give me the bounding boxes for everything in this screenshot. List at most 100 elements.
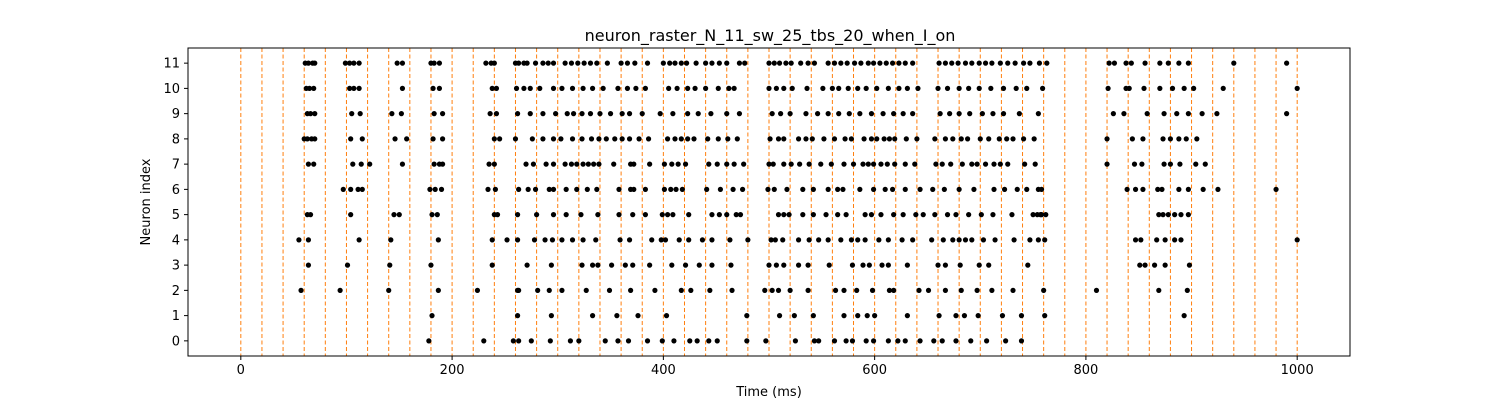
spike-point <box>630 212 636 218</box>
spike-point <box>742 60 748 66</box>
spike-point <box>684 60 690 66</box>
spike-point <box>652 287 658 293</box>
spike-point <box>726 85 732 91</box>
spike-point <box>915 85 921 91</box>
spike-point <box>569 85 576 91</box>
spike-point <box>727 237 733 243</box>
spike-points <box>296 60 1300 344</box>
spike-point <box>854 287 860 293</box>
spike-point <box>913 212 919 218</box>
spike-point <box>881 136 887 142</box>
spike-point <box>773 262 779 268</box>
spike-point <box>1177 161 1183 167</box>
spike-point <box>969 237 975 243</box>
spike-point <box>527 111 533 117</box>
spike-point <box>886 287 893 293</box>
spike-point <box>491 136 497 142</box>
spike-point <box>931 338 937 344</box>
spike-point <box>825 111 831 117</box>
spike-point <box>976 85 982 91</box>
y-tick-label: 7 <box>172 158 180 173</box>
spike-point <box>1142 60 1148 66</box>
spike-point <box>639 111 645 117</box>
spike-point <box>624 60 631 66</box>
spike-point <box>1020 60 1027 66</box>
spike-point <box>632 60 638 66</box>
spike-point <box>431 111 437 117</box>
spike-point <box>570 111 577 117</box>
spike-point <box>1042 313 1048 319</box>
spike-point <box>803 136 809 142</box>
spike-point <box>1093 287 1100 293</box>
spike-point <box>367 161 373 167</box>
spike-point <box>305 60 312 66</box>
spike-point <box>1010 136 1016 142</box>
spike-point <box>872 313 878 319</box>
y-tick-label: 10 <box>163 82 180 97</box>
spike-point <box>741 161 747 167</box>
spike-point <box>874 136 880 142</box>
spike-point <box>1043 212 1049 218</box>
spike-point <box>891 212 897 218</box>
spike-point <box>786 212 792 218</box>
spike-point <box>439 161 446 167</box>
spike-point <box>580 161 586 167</box>
spike-point <box>787 111 793 117</box>
spike-point <box>489 262 495 268</box>
spike-point <box>1123 60 1129 66</box>
spike-point <box>1159 186 1165 192</box>
spike-point <box>936 313 942 319</box>
spike-point <box>826 262 832 268</box>
spike-point <box>388 237 394 243</box>
spike-point <box>966 212 972 218</box>
spike-point <box>635 313 641 319</box>
spike-point <box>1165 212 1171 218</box>
spike-point <box>953 313 959 319</box>
spike-point <box>1202 161 1208 167</box>
spike-point <box>562 161 568 167</box>
spike-point <box>532 186 539 192</box>
spike-point <box>305 161 312 167</box>
spike-point <box>647 262 653 268</box>
spike-point <box>885 338 891 344</box>
spike-point <box>724 212 730 218</box>
spike-point <box>810 186 816 192</box>
spike-point <box>863 85 869 91</box>
spike-point <box>603 136 609 142</box>
spike-point <box>540 60 546 66</box>
spike-point <box>576 338 582 344</box>
spike-point <box>1137 262 1143 268</box>
spike-point <box>548 262 554 268</box>
spike-point <box>527 85 533 91</box>
x-tick-label: 800 <box>1073 363 1098 378</box>
spike-point <box>781 212 787 218</box>
spike-point <box>932 136 938 142</box>
spike-point <box>744 313 750 319</box>
spike-point <box>955 60 961 66</box>
spike-point <box>512 136 519 142</box>
spike-point <box>351 85 357 91</box>
y-tick-label: 11 <box>163 57 180 72</box>
spike-point <box>717 186 724 192</box>
spike-point <box>980 237 987 243</box>
spike-point <box>1022 161 1028 167</box>
spike-point <box>904 262 910 268</box>
spike-point <box>989 60 995 66</box>
spike-point <box>559 237 565 243</box>
spike-point <box>900 212 906 218</box>
spike-point <box>389 111 395 117</box>
spike-point <box>930 186 936 192</box>
spike-point <box>843 338 849 344</box>
spike-point <box>670 111 676 117</box>
y-tick-label: 9 <box>172 107 180 122</box>
spike-point <box>811 338 818 344</box>
spike-point <box>671 338 677 344</box>
spike-point <box>941 186 947 192</box>
spike-point <box>615 85 621 91</box>
spike-point <box>988 85 994 91</box>
spike-point <box>864 313 870 319</box>
spike-point <box>835 212 841 218</box>
spike-point <box>1009 212 1015 218</box>
spike-point <box>855 313 861 319</box>
spike-point <box>559 287 565 293</box>
